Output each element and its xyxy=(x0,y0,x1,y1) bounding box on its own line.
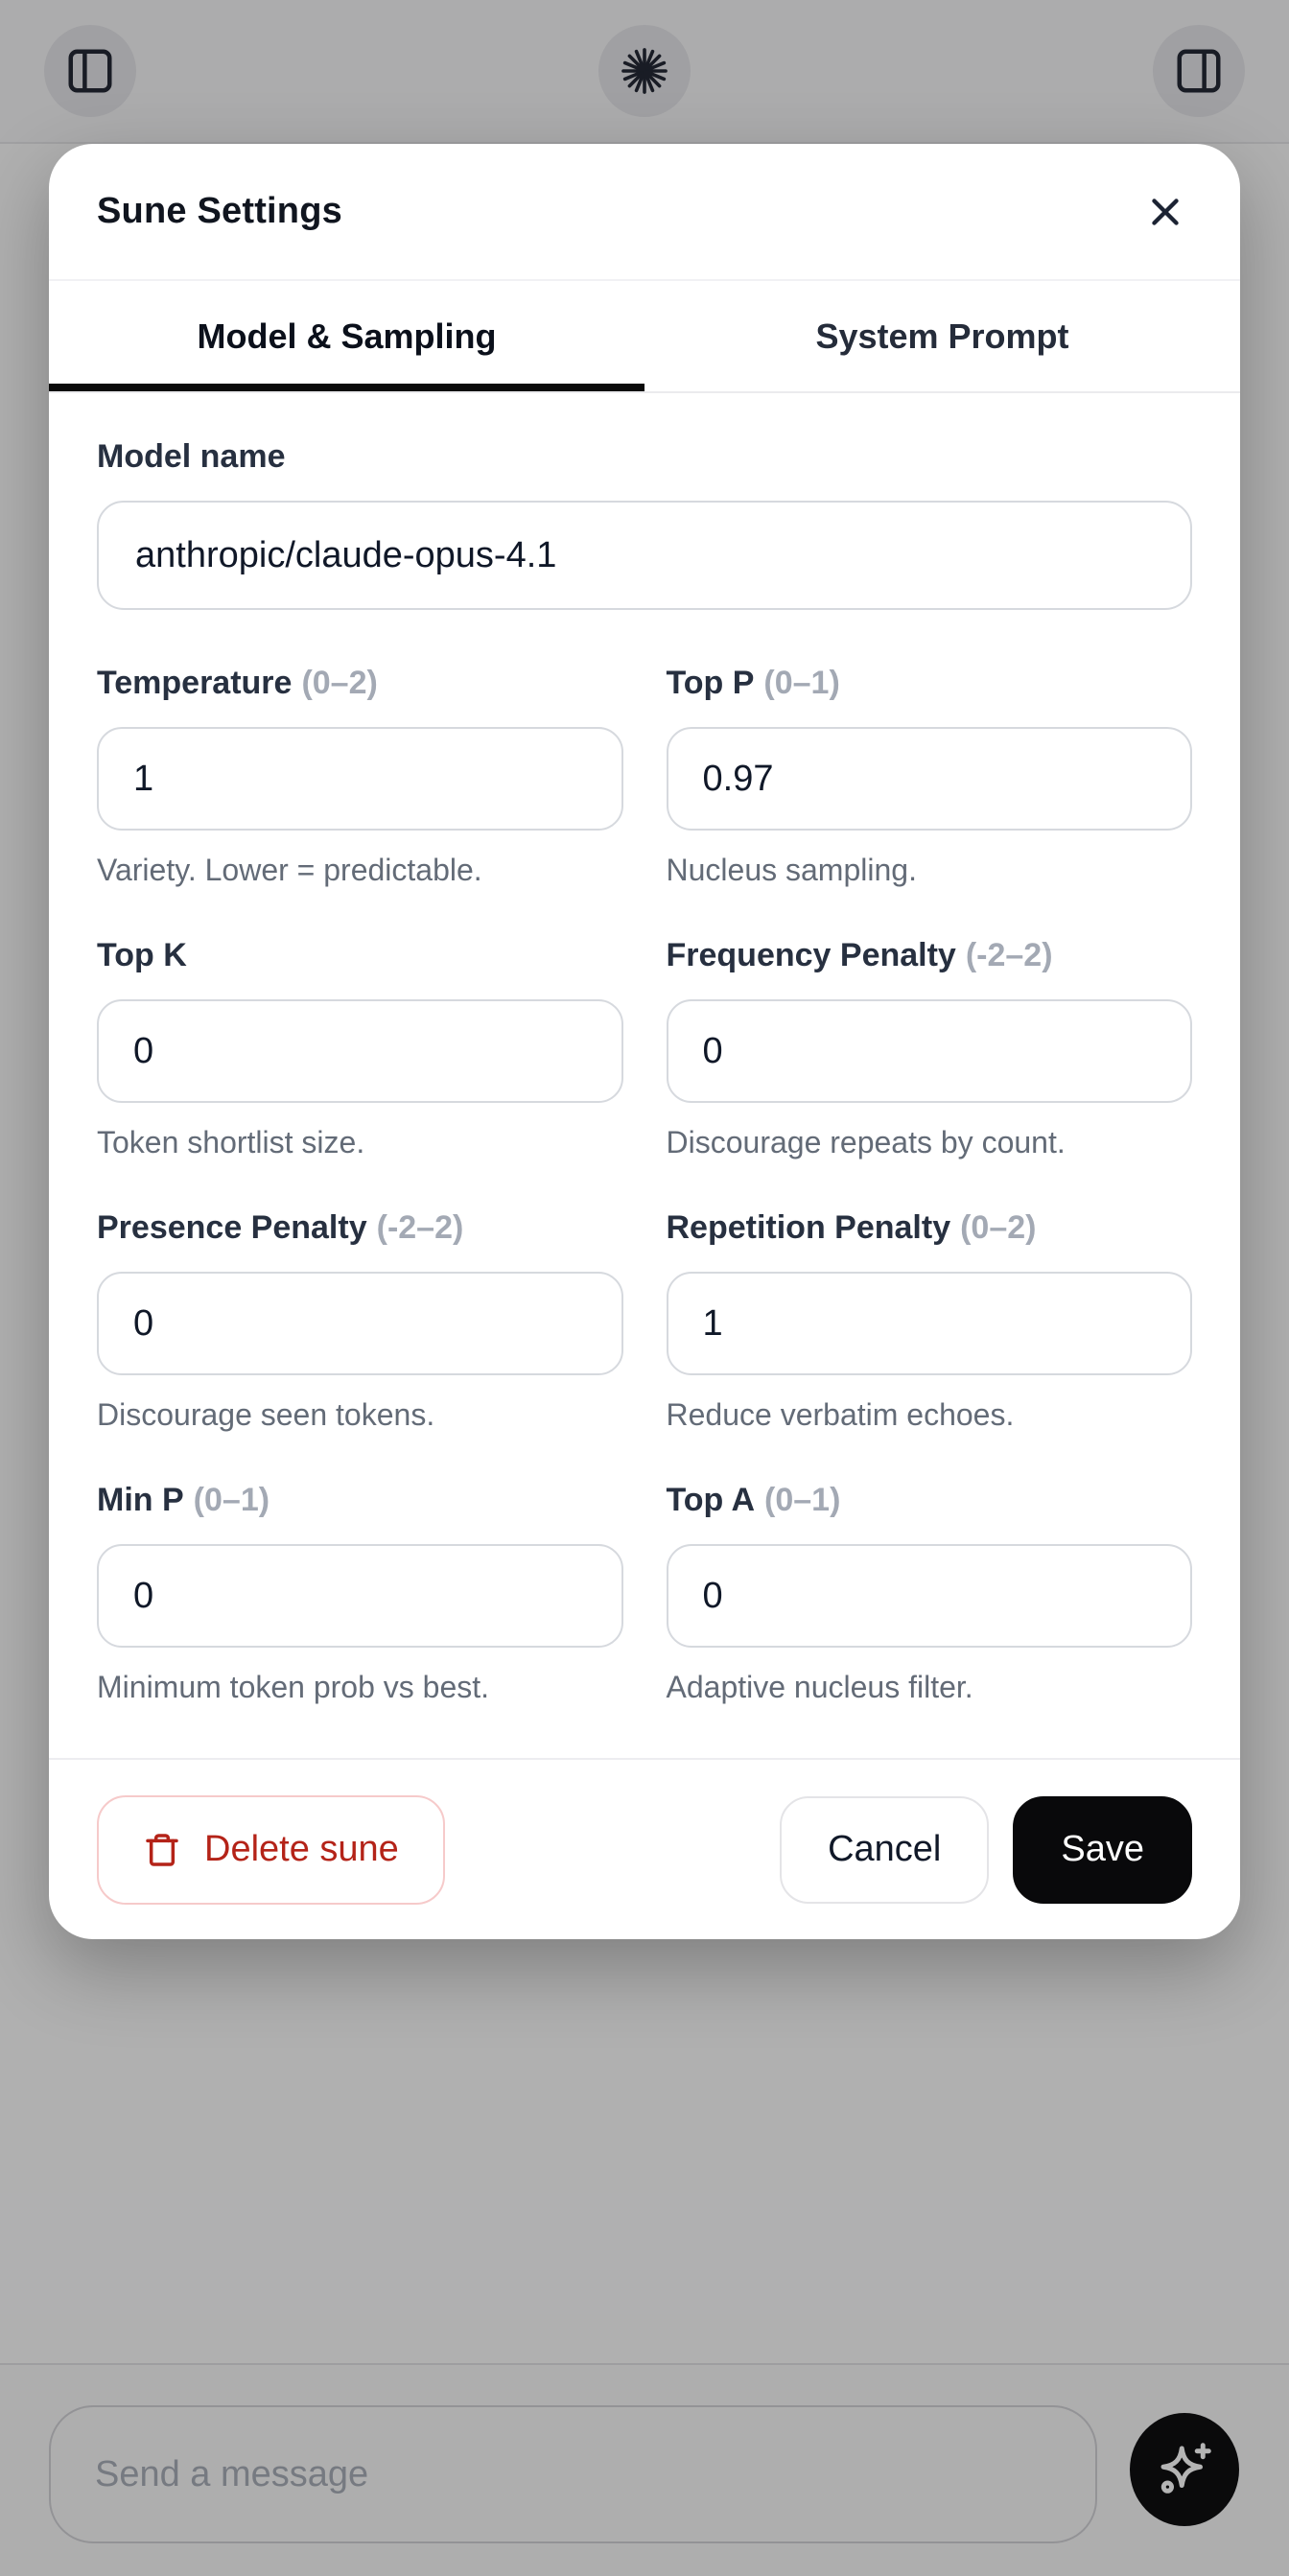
dialog-body: Model name Temperature(0–2) Variety. Low… xyxy=(49,393,1240,1758)
tab-bar: Model & Sampling System Prompt xyxy=(49,281,1240,393)
close-button[interactable] xyxy=(1138,185,1192,239)
field-range: (-2–2) xyxy=(965,937,1053,973)
field-temperature: Temperature(0–2) Variety. Lower = predic… xyxy=(97,664,623,888)
field-range: (0–2) xyxy=(960,1209,1037,1246)
close-icon xyxy=(1152,198,1179,225)
field-min-p: Min P(0–1) Minimum token prob vs best. xyxy=(97,1481,623,1705)
top-a-input[interactable] xyxy=(666,1544,1192,1648)
delete-sune-label: Delete sune xyxy=(204,1829,399,1869)
field-range: (0–1) xyxy=(763,665,840,701)
app-header xyxy=(0,0,1289,144)
composer-bar xyxy=(0,2363,1289,2576)
field-top-k: Top K Token shortlist size. xyxy=(97,936,623,1160)
field-label: Temperature (0–2) xyxy=(97,665,378,701)
dialog-title: Sune Settings xyxy=(97,191,342,231)
sune-avatar-button[interactable] xyxy=(598,25,691,117)
field-range: (0–1) xyxy=(764,1482,841,1518)
field-range: (0–1) xyxy=(193,1482,270,1518)
delete-sune-button[interactable]: Delete sune xyxy=(97,1794,445,1905)
sparkles-icon xyxy=(1160,2443,1211,2494)
frequency-penalty-input[interactable] xyxy=(666,999,1192,1103)
model-name-input[interactable] xyxy=(97,501,1192,610)
presence-penalty-input[interactable] xyxy=(97,1272,623,1375)
panel-right-icon xyxy=(1177,49,1221,93)
field-frequency-penalty: Frequency Penalty(-2–2) Discourage repea… xyxy=(666,936,1192,1160)
field-presence-penalty: Presence Penalty(-2–2) Discourage seen t… xyxy=(97,1208,623,1433)
min-p-input[interactable] xyxy=(97,1544,623,1648)
field-top-a: Top A(0–1) Adaptive nucleus filter. xyxy=(666,1481,1192,1705)
field-top-p: Top P(0–1) Nucleus sampling. xyxy=(666,664,1192,888)
field-helper: Token shortlist size. xyxy=(97,1125,365,1159)
field-repetition-penalty: Repetition Penalty(0–2) Reduce verbatim … xyxy=(666,1208,1192,1433)
field-range: (0–2) xyxy=(301,665,378,701)
field-label: Top K xyxy=(97,937,187,973)
sune-settings-dialog: Sune Settings Model & Sampling System Pr… xyxy=(49,144,1240,1939)
field-helper: Nucleus sampling. xyxy=(666,853,917,887)
starburst-icon xyxy=(621,48,668,94)
cancel-button[interactable]: Cancel xyxy=(780,1795,990,1904)
field-helper: Variety. Lower = predictable. xyxy=(97,853,482,887)
params-grid: Temperature(0–2) Variety. Lower = predic… xyxy=(97,664,1192,1705)
field-range: (-2–2) xyxy=(376,1209,464,1246)
repetition-penalty-input[interactable] xyxy=(666,1272,1192,1375)
field-helper: Minimum token prob vs best. xyxy=(97,1670,490,1704)
field-helper: Adaptive nucleus filter. xyxy=(666,1670,973,1704)
tab-system-prompt[interactable]: System Prompt xyxy=(644,281,1240,391)
send-button[interactable] xyxy=(1130,2413,1239,2526)
tab-model-sampling[interactable]: Model & Sampling xyxy=(49,281,644,391)
field-label: Top A (0–1) xyxy=(666,1482,841,1518)
panel-left-icon xyxy=(68,49,112,93)
field-helper: Discourage seen tokens. xyxy=(97,1397,435,1432)
field-helper: Discourage repeats by count. xyxy=(666,1125,1066,1159)
field-label: Repetition Penalty (0–2) xyxy=(666,1209,1037,1246)
field-label: Presence Penalty (-2–2) xyxy=(97,1209,464,1246)
field-label: Min P (0–1) xyxy=(97,1482,270,1518)
field-label: Frequency Penalty (-2–2) xyxy=(666,937,1053,973)
trash-icon xyxy=(146,1833,178,1866)
dialog-footer: Delete sune Cancel Save xyxy=(49,1758,1240,1939)
temperature-input[interactable] xyxy=(97,727,623,831)
sidebar-right-toggle-button[interactable] xyxy=(1153,25,1245,117)
save-button[interactable]: Save xyxy=(1013,1795,1192,1904)
sidebar-left-toggle-button[interactable] xyxy=(44,25,136,117)
top-p-input[interactable] xyxy=(666,727,1192,831)
field-label: Top P (0–1) xyxy=(666,665,840,701)
field-helper: Reduce verbatim echoes. xyxy=(666,1397,1015,1432)
model-name-label: Model name xyxy=(97,438,286,475)
message-input[interactable] xyxy=(49,2405,1097,2543)
top-k-input[interactable] xyxy=(97,999,623,1103)
dialog-header: Sune Settings xyxy=(49,144,1240,281)
